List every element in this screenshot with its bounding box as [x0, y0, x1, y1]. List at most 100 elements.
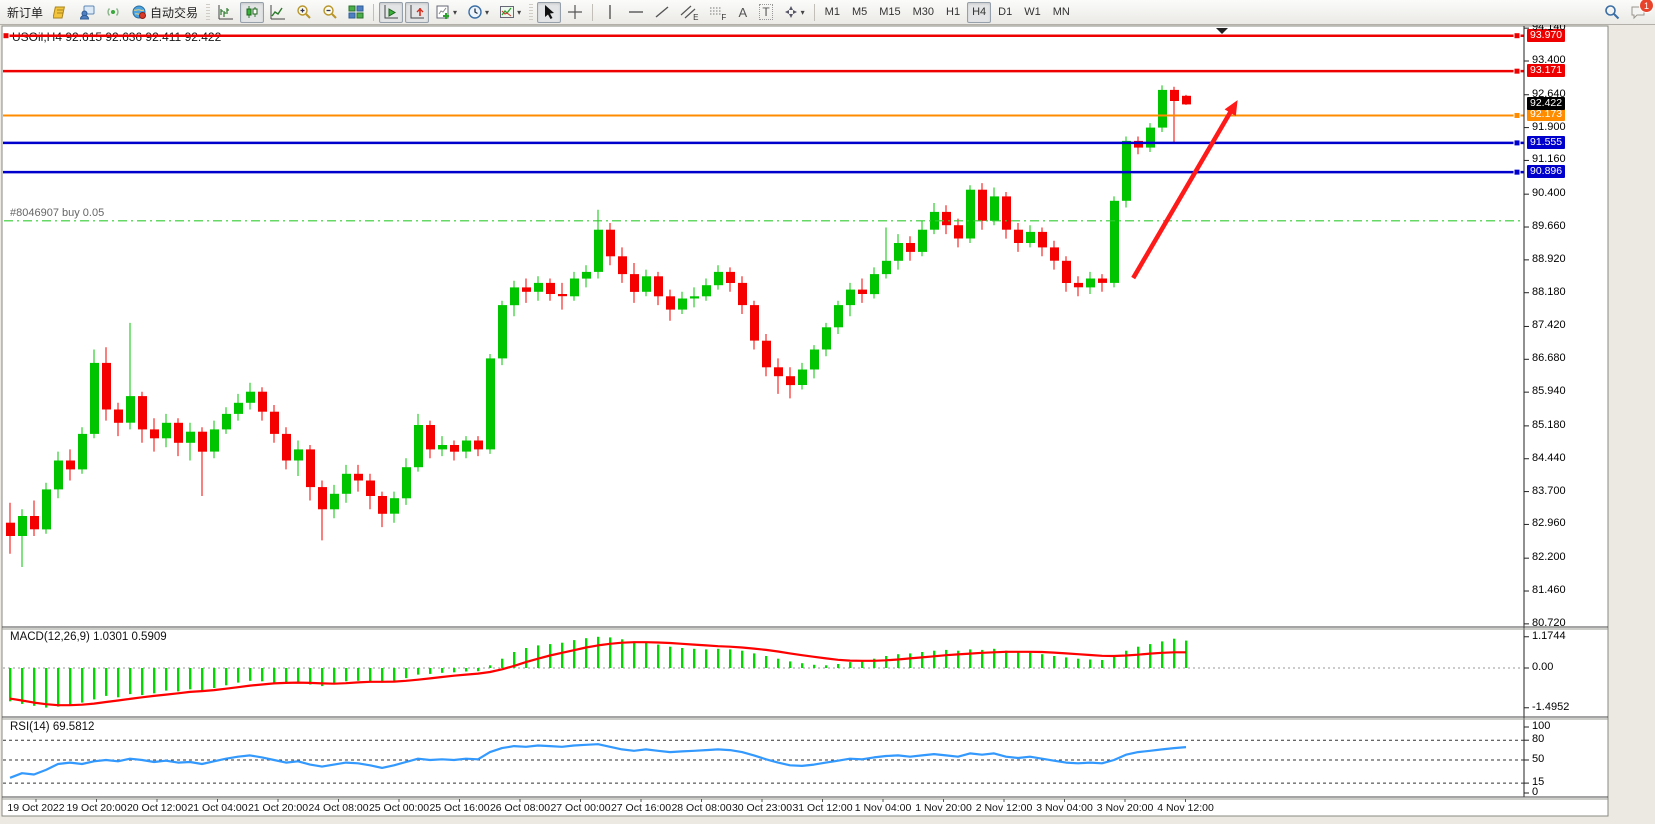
- candle: [354, 473, 363, 481]
- horizontal-line-tool-button[interactable]: [624, 2, 648, 23]
- template-button[interactable]: ▾: [495, 2, 525, 23]
- candle: [162, 422, 171, 439]
- macd-scale-label: 0.00: [1532, 661, 1554, 673]
- macd-bar: [417, 668, 420, 675]
- bar-chart-button[interactable]: [214, 2, 238, 23]
- macd-bar: [297, 668, 300, 683]
- toolbar-grip[interactable]: [206, 3, 211, 21]
- candle: [90, 362, 99, 434]
- new-chart-button[interactable]: ▾: [431, 2, 461, 23]
- timeframe-button-M5[interactable]: M5: [851, 6, 868, 18]
- price-level-badge-92.173[interactable]: 92.173: [1527, 108, 1566, 122]
- trendline-tool-button[interactable]: [650, 2, 674, 23]
- candle: [666, 296, 675, 310]
- text-label-tool-button[interactable]: T: [755, 2, 776, 23]
- macd-bar: [453, 668, 456, 673]
- trend-arrow-head: [1224, 100, 1238, 116]
- price-level-badge-91.555[interactable]: 91.555: [1527, 135, 1566, 149]
- rsi-indicator-label: RSI(14) 69.5812: [10, 721, 95, 733]
- macd-bar: [81, 668, 84, 703]
- macd-bar: [393, 668, 396, 681]
- new-chart-dropdown-caret[interactable]: ▾: [453, 7, 458, 17]
- notifications-button[interactable]: 1: [1626, 0, 1654, 22]
- candle: [762, 340, 771, 368]
- macd-bar: [213, 668, 216, 688]
- timeframe-button-M30[interactable]: M30: [912, 6, 935, 18]
- tile-windows-button[interactable]: [344, 2, 368, 23]
- macd-bar: [741, 650, 744, 668]
- autotrading-button[interactable]: 自动交易: [127, 2, 202, 23]
- candle: [258, 391, 267, 412]
- arrows-dropdown-caret[interactable]: ▾: [800, 7, 805, 17]
- candle: [558, 294, 567, 297]
- candle: [6, 522, 15, 536]
- zoom-in-button[interactable]: [292, 2, 316, 23]
- timeframe-button-H4[interactable]: H4: [967, 1, 992, 23]
- candle: [1170, 89, 1179, 101]
- toolbar-separator: [373, 3, 375, 21]
- macd-bar: [801, 663, 804, 668]
- candle: [1062, 260, 1071, 283]
- candle: [1158, 89, 1167, 128]
- chart-shift-button[interactable]: [405, 1, 430, 23]
- chart-window-frame: [1, 25, 1609, 817]
- price-tick-label: 86.680: [1532, 352, 1566, 365]
- macd-bar: [1113, 656, 1116, 668]
- timeframe-button-D1[interactable]: D1: [998, 6, 1013, 18]
- zoom-out-button[interactable]: [318, 2, 342, 23]
- candle: [1146, 127, 1155, 148]
- candle: [246, 391, 255, 403]
- candle: [498, 305, 507, 359]
- rsi-scale-label: 15: [1532, 776, 1545, 789]
- new-order-button[interactable]: 新订单: [3, 2, 47, 23]
- candle: [630, 274, 639, 292]
- candle: [738, 282, 747, 306]
- cursor-tool-button[interactable]: [537, 1, 562, 23]
- date-label: 3 Nov 04:00: [1036, 802, 1093, 814]
- price-tick-label: 91.900: [1532, 120, 1566, 133]
- arrows-tool-button[interactable]: ▾: [779, 2, 809, 23]
- price-tick-label: 84.440: [1532, 451, 1566, 464]
- macd-bar: [645, 642, 648, 668]
- price-level-badge-93.970[interactable]: 93.970: [1527, 28, 1566, 42]
- period-button[interactable]: ▾: [463, 2, 493, 23]
- candle: [294, 449, 303, 461]
- signal-button[interactable]: [101, 2, 125, 23]
- search-button[interactable]: [1600, 1, 1624, 22]
- vertical-line-tool-button[interactable]: [598, 2, 622, 23]
- market-watch-button[interactable]: [49, 2, 73, 23]
- channel-tool-button[interactable]: E: [676, 2, 702, 23]
- candlestick-chart-button[interactable]: [240, 1, 265, 23]
- chart-shift-marker[interactable]: [1216, 28, 1228, 34]
- macd-bar: [9, 668, 12, 702]
- price-level-badge-90.896[interactable]: 90.896: [1527, 165, 1566, 179]
- candle: [954, 225, 963, 239]
- trend-arrow-line[interactable]: [1131, 108, 1234, 280]
- timeframe-button-H1[interactable]: H1: [946, 6, 961, 18]
- period-dropdown-caret[interactable]: ▾: [485, 7, 490, 17]
- text-tool-button[interactable]: A: [732, 2, 753, 23]
- macd-bar: [93, 668, 96, 700]
- macd-histogram-layer: [9, 636, 1188, 708]
- macd-signal-line: [9, 641, 1186, 707]
- candle: [78, 433, 87, 470]
- timeframe-button-M15[interactable]: M15: [879, 6, 901, 18]
- timeframe-button-M1[interactable]: M1: [824, 6, 840, 18]
- line-chart-button[interactable]: [266, 2, 290, 23]
- navigator-button[interactable]: [75, 2, 99, 23]
- auto-scroll-button[interactable]: [379, 1, 404, 23]
- macd-bar: [561, 642, 564, 668]
- timeframe-button-MN[interactable]: MN: [1052, 6, 1070, 18]
- timeframe-button-W1[interactable]: W1: [1024, 6, 1041, 18]
- candle: [390, 498, 399, 514]
- toolbar-grip-2[interactable]: [529, 3, 534, 21]
- macd-bar: [249, 668, 252, 681]
- fibonacci-tool-button[interactable]: F: [704, 2, 730, 23]
- timeframe-bar: M1 M5 M15 M30 H1 H4 D1 W1 MN: [819, 1, 1076, 23]
- candle: [1182, 95, 1191, 105]
- candle: [318, 487, 327, 510]
- template-dropdown-caret[interactable]: ▾: [517, 7, 522, 17]
- crosshair-tool-button[interactable]: [563, 2, 587, 23]
- price-level-badge-93.171[interactable]: 93.171: [1527, 64, 1566, 78]
